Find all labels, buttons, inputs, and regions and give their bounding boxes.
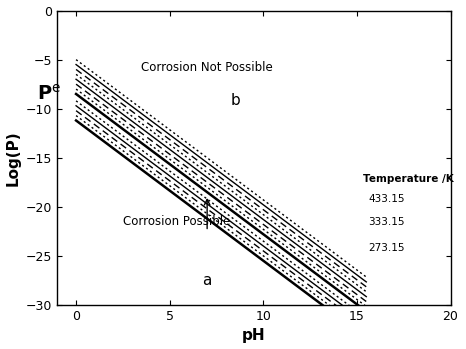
Text: a: a [202,273,212,288]
Text: b: b [230,94,240,108]
Text: P$^{\mathrm{e}}$: P$^{\mathrm{e}}$ [37,84,61,104]
Text: Corrosion Possible: Corrosion Possible [123,215,230,228]
Text: Temperature /K: Temperature /K [363,174,453,184]
Text: 433.15: 433.15 [368,194,404,204]
X-axis label: pH: pH [242,328,266,343]
Text: 333.15: 333.15 [368,217,404,227]
Text: Corrosion Not Possible: Corrosion Not Possible [141,61,273,74]
Y-axis label: Log(P): Log(P) [6,130,21,186]
Text: 273.15: 273.15 [368,243,404,253]
